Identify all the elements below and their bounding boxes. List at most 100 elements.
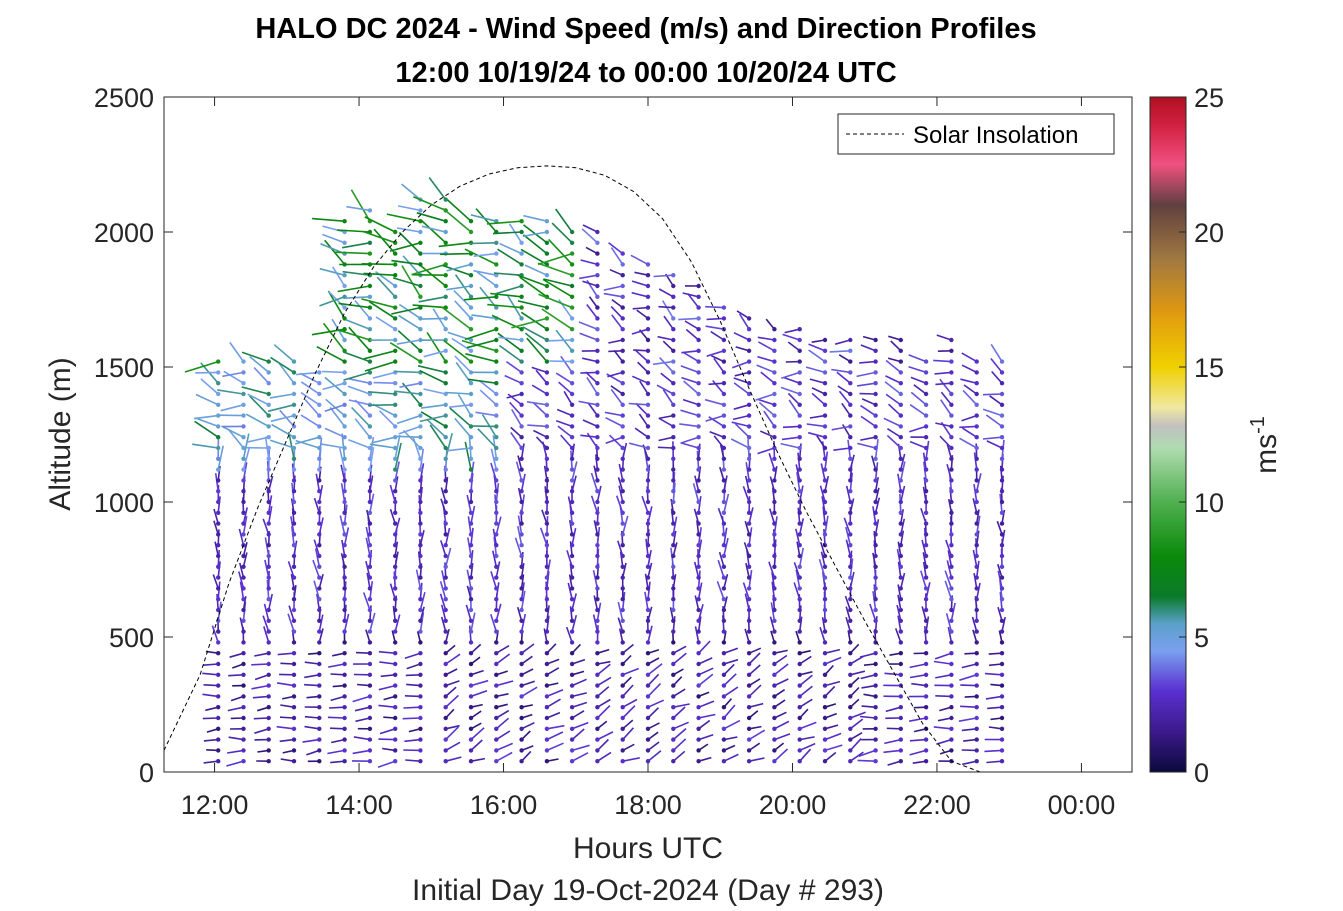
wind-barb-dot — [949, 651, 954, 656]
wind-barb-dot — [367, 478, 373, 483]
wind-barb-dot — [519, 694, 524, 699]
wind-barb-dot — [848, 456, 853, 461]
wind-barb-dot — [569, 435, 575, 440]
wind-barb — [709, 431, 725, 438]
wind-barb-dot — [544, 456, 550, 461]
wind-barb-dot — [999, 586, 1005, 591]
wind-barb-dot — [216, 694, 221, 699]
wind-barb — [660, 372, 674, 384]
wind-barb — [351, 406, 371, 427]
wind-barb — [239, 581, 245, 600]
wind-barb-dot — [519, 564, 524, 569]
wind-barb — [327, 716, 345, 719]
wind-barb — [909, 404, 927, 417]
wind-barb-dot — [266, 640, 271, 645]
wind-barb — [347, 385, 371, 395]
wind-barb-dot — [266, 499, 271, 505]
wind-barb — [886, 434, 902, 449]
y-axis-label: Altitude (m) — [44, 357, 77, 510]
wind-barb-dot — [418, 413, 423, 418]
wind-barb — [495, 742, 514, 752]
wind-barb — [824, 685, 836, 697]
wind-barb — [693, 561, 700, 578]
wind-barb-dot — [620, 327, 625, 332]
wind-barb-dot — [797, 715, 802, 721]
wind-barb — [652, 360, 674, 366]
wind-barb-dot — [974, 705, 979, 710]
wind-barb — [595, 454, 599, 470]
wind-barb-dot — [898, 435, 903, 440]
wind-barb-dot — [291, 618, 297, 623]
wind-barb-dot — [393, 305, 398, 310]
wind-barb-dot — [746, 694, 752, 699]
wind-barb-dot — [898, 715, 903, 721]
wind-barb-dot — [822, 435, 828, 440]
wind-barb — [945, 613, 953, 632]
wind-barb-dot — [923, 748, 929, 753]
wind-barb-dot — [848, 715, 853, 721]
wind-barb-dot — [519, 759, 524, 764]
wind-barb-dot — [848, 489, 853, 494]
wind-barb-dot — [746, 445, 752, 451]
wind-barb-dot — [620, 726, 625, 731]
wind-barb-dot — [367, 435, 373, 440]
wind-barb-dot — [721, 715, 727, 721]
wind-barb — [526, 401, 548, 406]
wind-barb-dot — [696, 543, 701, 548]
wind-barb — [824, 732, 842, 741]
wind-barb — [440, 540, 447, 557]
wind-barb-dot — [266, 759, 271, 764]
wind-barb-dot — [494, 305, 499, 310]
wind-barb — [276, 682, 295, 687]
wind-barb — [444, 433, 453, 459]
wind-barb — [972, 549, 978, 567]
wind-barb — [784, 328, 800, 334]
wind-barb — [419, 606, 425, 622]
wind-barb — [253, 717, 269, 720]
wind-barb-dot — [317, 413, 322, 418]
wind-barb-dot — [595, 402, 600, 407]
wind-barb-dot — [569, 553, 575, 559]
wind-barb-dot — [241, 661, 246, 667]
wind-barb — [394, 370, 421, 374]
wind-barb — [520, 443, 525, 459]
wind-barb-dot — [645, 467, 651, 472]
wind-barb-dot — [544, 618, 550, 623]
x-tick-label: 14:00 — [325, 790, 393, 820]
wind-barb — [900, 518, 906, 535]
wind-barb-dot — [620, 694, 625, 699]
wind-barb — [571, 728, 585, 741]
wind-barb — [631, 280, 649, 287]
wind-barb — [890, 340, 902, 352]
wind-barb — [476, 271, 497, 287]
wind-barb-dot — [696, 499, 701, 505]
wind-barb — [922, 552, 927, 567]
wind-barb-dot — [443, 564, 448, 569]
wind-barb-dot — [544, 391, 550, 397]
wind-barb — [872, 506, 877, 524]
wind-barb-dot — [999, 543, 1005, 548]
wind-barb-dot — [291, 715, 297, 721]
wind-barb-dot — [873, 629, 878, 634]
wind-barb — [842, 424, 851, 438]
wind-barb-dot — [418, 586, 423, 591]
wind-barb-dot — [241, 586, 246, 591]
wind-barb — [211, 625, 219, 643]
wind-barb-dot — [342, 629, 347, 634]
wind-barb — [345, 318, 371, 330]
wind-barb-dot — [873, 532, 878, 537]
wind-barb — [685, 328, 700, 341]
wind-barb-dot — [595, 651, 600, 656]
wind-barb — [984, 749, 1003, 753]
wind-barb — [522, 326, 548, 341]
wind-barb-dot — [721, 640, 727, 645]
wind-barb-dot — [620, 359, 625, 364]
wind-barb-dot — [266, 543, 271, 548]
wind-barb-dot — [848, 661, 853, 667]
wind-barb-dot — [873, 564, 878, 569]
wind-barb — [621, 562, 627, 578]
wind-barb — [304, 661, 320, 665]
wind-barb-dot — [797, 553, 802, 559]
wind-barb-dot — [468, 478, 474, 483]
wind-barb — [909, 674, 927, 679]
